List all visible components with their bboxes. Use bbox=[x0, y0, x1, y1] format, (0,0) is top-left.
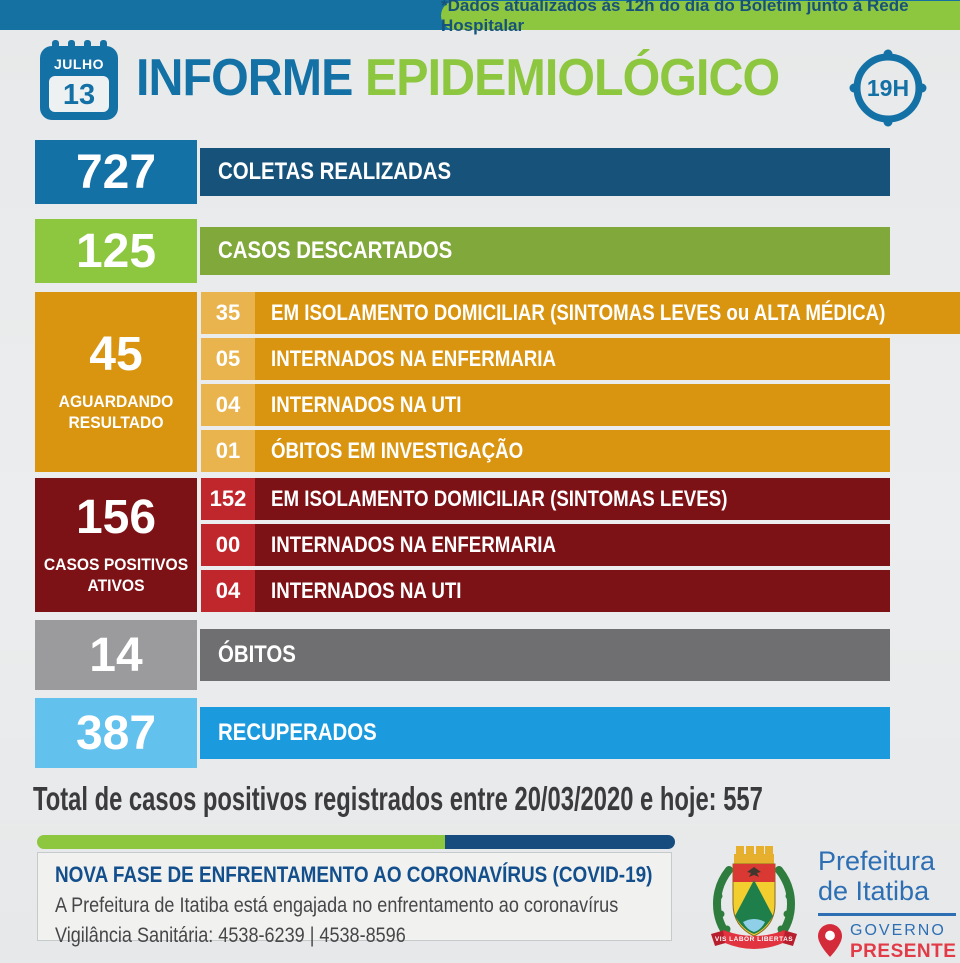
coat-motto: VIS LABOR LIBERTAS bbox=[715, 936, 793, 943]
divider-navy-segment bbox=[445, 835, 675, 849]
coat-of-arms-icon: VIS LABOR LIBERTAS bbox=[703, 840, 805, 959]
aguardando-rows: 35 EM ISOLAMENTO DOMICILIAR (SINTOMAS LE… bbox=[201, 292, 960, 472]
row-value: 00 bbox=[201, 524, 255, 566]
positivos-value-box: 156 CASOS POSITIVOS ATIVOS bbox=[35, 478, 197, 612]
title-informe: INFORME bbox=[136, 49, 353, 107]
obitos-label: ÓBITOS bbox=[218, 641, 296, 668]
aguardando-value-box: 45 AGUARDANDO RESULTADO bbox=[35, 292, 197, 472]
governo-label: GOVERNO bbox=[850, 922, 946, 940]
top-banner-note: *Dados atualizados às 12h do dia do Bole… bbox=[441, 0, 960, 35]
descartados-value-box: 125 bbox=[35, 219, 197, 283]
row-label: ÓBITOS EM INVESTIGAÇÃO bbox=[271, 438, 524, 463]
top-banner-bar: *Dados atualizados às 12h do dia do Bole… bbox=[0, 0, 960, 35]
descartados-label: CASOS DESCARTADOS bbox=[218, 237, 453, 264]
org-block: Prefeitura de Itatiba GOVERNO PRESENTE bbox=[818, 846, 960, 963]
calendar-month: JULHO bbox=[54, 56, 104, 72]
aguardando-section: 45 AGUARDANDO RESULTADO 35 EM ISOLAMENTO… bbox=[35, 292, 960, 472]
calendar-icon: JULHO 13 bbox=[34, 38, 122, 129]
total-line: Total de casos positivos registrados ent… bbox=[33, 780, 763, 817]
calendar-day: 13 bbox=[63, 79, 95, 111]
presente-label: PRESENTE bbox=[850, 941, 957, 963]
aguardando-label: AGUARDANDO RESULTADO bbox=[58, 391, 174, 432]
map-pin-icon bbox=[818, 924, 842, 962]
positivos-label: CASOS POSITIVOS ATIVOS bbox=[43, 554, 189, 595]
positivos-rows: 152 EM ISOLAMENTO DOMICILIAR (SINTOMAS L… bbox=[201, 478, 890, 612]
clock-icon: 19H bbox=[846, 46, 930, 135]
page-title: INFORME EPIDEMIOLÓGICO bbox=[136, 49, 780, 107]
org-divider-line bbox=[818, 913, 956, 917]
table-row: 04 INTERNADOS NA UTI bbox=[201, 384, 890, 426]
descartados-bar: CASOS DESCARTADOS bbox=[200, 227, 890, 275]
obitos-bar: ÓBITOS bbox=[200, 629, 890, 681]
footer-line2: Vigilância Sanitária: 4538-6239 | 4538-8… bbox=[55, 924, 406, 947]
recuperados-label: RECUPERADOS bbox=[218, 719, 377, 746]
org-name-line2: de Itatiba bbox=[818, 876, 930, 907]
governo-presente-text: GOVERNO PRESENTE bbox=[850, 922, 956, 963]
row-value: 01 bbox=[201, 430, 255, 472]
obitos-value-box: 14 bbox=[35, 620, 197, 690]
coletas-bar: COLETAS REALIZADAS bbox=[200, 148, 890, 196]
aguardando-value: 45 bbox=[89, 327, 143, 381]
positivos-section: 156 CASOS POSITIVOS ATIVOS 152 EM ISOLAM… bbox=[35, 478, 890, 612]
time-badge: 19H bbox=[867, 75, 909, 101]
coletas-value-box: 727 bbox=[35, 140, 197, 204]
governo-presente-badge: GOVERNO PRESENTE bbox=[818, 922, 960, 963]
recuperados-bar: RECUPERADOS bbox=[200, 707, 890, 759]
table-row: 04 INTERNADOS NA UTI bbox=[201, 570, 890, 612]
row-value: 152 bbox=[201, 478, 255, 520]
recuperados-value-box: 387 bbox=[35, 698, 197, 768]
coletas-label: COLETAS REALIZADAS bbox=[218, 158, 452, 185]
row-value: 04 bbox=[201, 570, 255, 612]
row-label: INTERNADOS NA ENFERMARIA bbox=[271, 346, 557, 371]
recuperados-value: 387 bbox=[75, 706, 157, 760]
row-label: INTERNADOS NA UTI bbox=[271, 392, 462, 417]
positivos-value: 156 bbox=[75, 490, 157, 544]
descartados-value: 125 bbox=[75, 224, 157, 278]
table-row: 152 EM ISOLAMENTO DOMICILIAR (SINTOMAS L… bbox=[201, 478, 890, 520]
obitos-value: 14 bbox=[89, 628, 143, 682]
row-label: INTERNADOS NA ENFERMARIA bbox=[271, 532, 557, 557]
title-epidemiologico: EPIDEMIOLÓGICO bbox=[364, 49, 780, 107]
row-value: 04 bbox=[201, 384, 255, 426]
org-name-line1: Prefeitura bbox=[818, 846, 936, 876]
divider-green-segment bbox=[37, 835, 445, 849]
row-value: 05 bbox=[201, 338, 255, 380]
footer-line1: A Prefeitura de Itatiba está engajada no… bbox=[55, 894, 619, 917]
table-row: 05 INTERNADOS NA ENFERMARIA bbox=[201, 338, 890, 380]
footer-divider-bar bbox=[37, 835, 675, 849]
row-label: EM ISOLAMENTO DOMICILIAR (SINTOMAS LEVES… bbox=[271, 486, 728, 511]
table-row: 00 INTERNADOS NA ENFERMARIA bbox=[201, 524, 890, 566]
top-banner-text: *Dados atualizados às 12h do dia do Bole… bbox=[441, 0, 909, 35]
table-row: 01 ÓBITOS EM INVESTIGAÇÃO bbox=[201, 430, 890, 472]
row-label: INTERNADOS NA UTI bbox=[271, 578, 462, 603]
row-label: EM ISOLAMENTO DOMICILIAR (SINTOMAS LEVES… bbox=[271, 300, 886, 325]
coletas-value: 727 bbox=[75, 145, 157, 199]
table-row: 35 EM ISOLAMENTO DOMICILIAR (SINTOMAS LE… bbox=[201, 292, 960, 334]
footer-headline: NOVA FASE DE ENFRENTAMENTO AO CORONAVÍRU… bbox=[55, 862, 653, 887]
footer-info-box: NOVA FASE DE ENFRENTAMENTO AO CORONAVÍRU… bbox=[37, 852, 672, 947]
row-value: 35 bbox=[201, 292, 255, 334]
